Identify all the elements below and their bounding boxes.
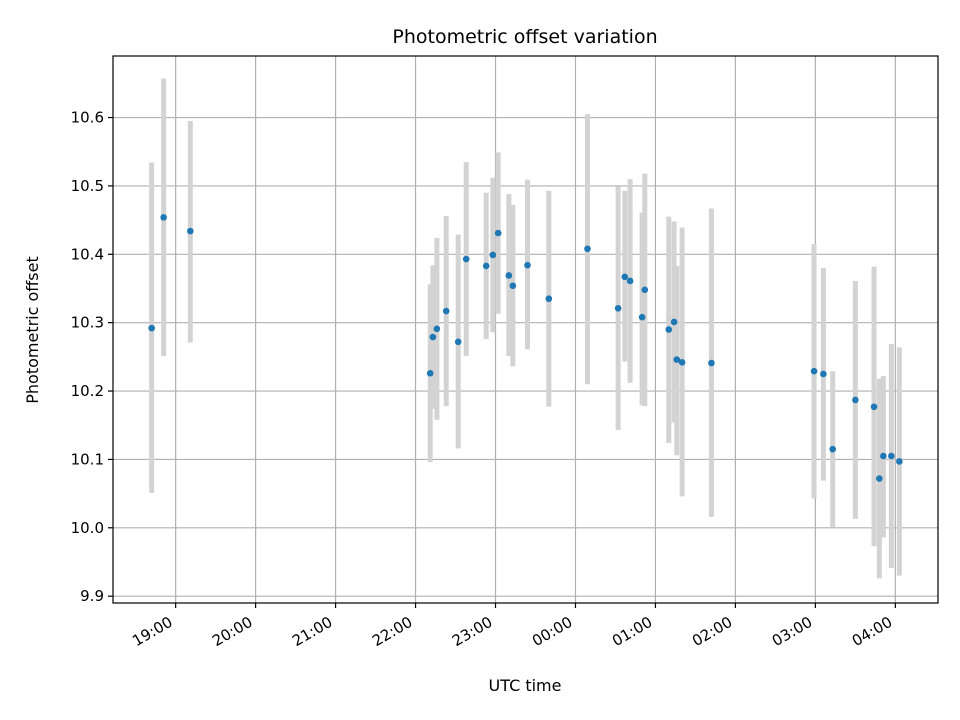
data-point [462,255,470,263]
y-axis-label: Photometric offset [23,256,42,404]
x-tick-label: 02:00 [689,613,735,650]
plot-frame [112,55,939,604]
data-point [673,356,681,363]
data-point [433,325,441,333]
data-point [584,245,591,253]
data-point [665,326,673,333]
y-tick-label: 10.0 [71,519,104,537]
x-tick-label: 19:00 [129,613,175,650]
data-point [482,262,490,270]
data-point [494,229,502,237]
data-point [708,359,715,367]
data-point [810,367,818,375]
y-tick-label: 10.6 [71,109,104,127]
data-point [524,261,531,269]
y-tick-label: 10.1 [71,450,104,468]
data-point [638,313,646,321]
data-point [148,324,155,332]
data-point [505,272,513,279]
data-point [545,295,553,303]
data-point [509,282,517,290]
data-point [454,338,462,346]
data-point [641,286,649,294]
y-tick-label: 10.4 [71,245,104,263]
x-tick-label: 23:00 [449,613,495,650]
x-axis-label: UTC time [489,676,562,695]
data-point [429,333,437,341]
y-axis-ticks: 9.9 10.0 10.1 10.2 10.3 10.4 10.5 10.6 [71,109,113,605]
data-point [670,318,678,326]
x-tick-label: 20:00 [209,613,255,650]
data-point [829,445,837,453]
point-layer [148,214,903,482]
data-point [880,452,887,460]
data-point [626,277,634,285]
x-axis-ticks: 19:00 20:00 21:00 22:00 23:00 00:00 01:00 02:00… [129,603,896,650]
data-point [426,369,434,377]
data-point [678,359,686,366]
x-tick-label: 01:00 [609,613,655,650]
data-point [896,458,903,465]
data-point [888,452,895,460]
y-tick-label: 10.5 [71,177,104,195]
errorbar-layer [149,78,902,579]
data-point [614,305,622,312]
chart-title: Photometric offset variation [392,26,657,48]
data-point [852,396,859,404]
data-point [442,307,450,315]
x-tick-label: 04:00 [849,613,895,650]
y-tick-label: 10.3 [71,314,104,332]
x-tick-label: 22:00 [369,613,415,650]
y-tick-label: 9.9 [80,587,104,605]
data-point [621,273,629,281]
x-tick-label: 03:00 [769,613,815,650]
data-point [820,370,827,378]
data-point [876,475,883,482]
data-point [489,251,497,259]
x-tick-label: 21:00 [289,613,335,650]
data-point [160,214,167,221]
y-tick-label: 10.2 [71,382,104,400]
data-point [187,227,194,235]
x-tick-label: 00:00 [529,613,575,650]
data-point [870,403,878,411]
